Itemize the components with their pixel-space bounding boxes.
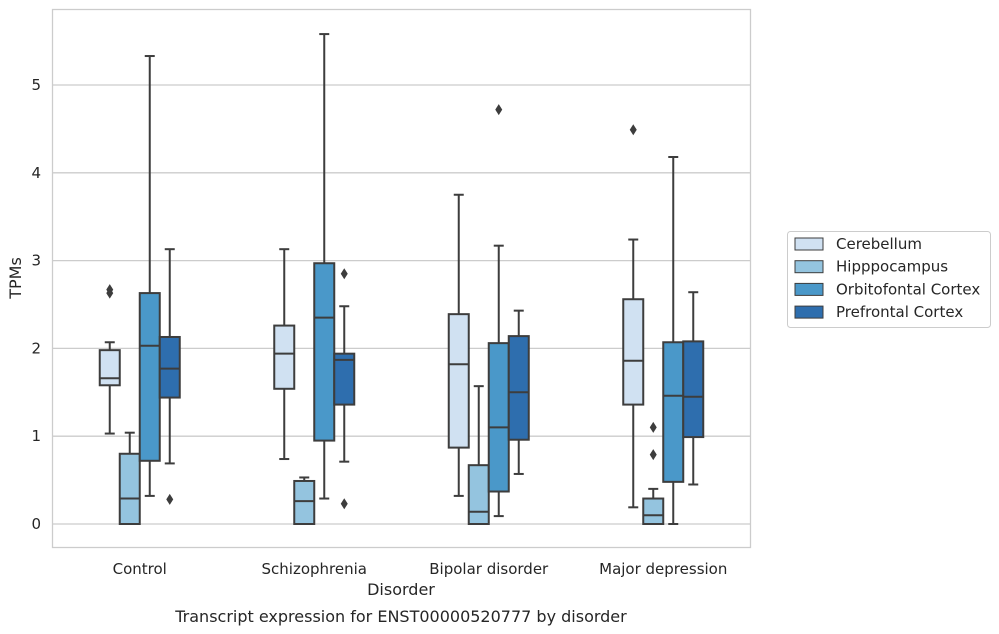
box <box>313 262 336 442</box>
x-tick-label: Major depression <box>599 560 727 578</box>
box <box>447 313 470 449</box>
box <box>98 349 121 387</box>
y-tick-labels: 0 1 2 3 4 5 <box>31 76 41 533</box>
box-group <box>273 248 296 461</box>
box <box>293 479 316 525</box>
legend-label: Orbitofontal Cortex <box>836 280 980 298</box>
outlier-point <box>649 449 657 461</box>
box <box>333 352 356 406</box>
legend-swatch <box>794 260 824 274</box>
box <box>662 341 685 483</box>
box <box>682 340 705 439</box>
y-tick-label: 0 <box>31 515 41 533</box>
box-group <box>158 248 181 505</box>
outlier-point <box>629 124 637 136</box>
plot-frame <box>51 8 752 549</box>
outlier-point <box>340 498 348 510</box>
box <box>622 298 645 406</box>
legend-frame <box>787 231 991 328</box>
x-axis-title: Disorder <box>367 580 435 599</box>
legend-label: Prefrontal Cortex <box>836 303 963 321</box>
y-tick-label: 3 <box>31 252 41 270</box>
box-group <box>642 421 665 525</box>
box-group <box>333 268 356 510</box>
box <box>118 452 141 526</box>
box <box>158 335 181 399</box>
y-tick-label: 1 <box>31 427 41 445</box>
box-group <box>487 104 510 518</box>
legend-label: Cerebellum <box>836 235 922 253</box>
outlier-point <box>495 104 503 116</box>
y-tick-label: 4 <box>31 164 41 182</box>
box-group <box>447 193 470 497</box>
box-group <box>467 385 490 526</box>
x-tick-label: Bipolar disorder <box>429 560 549 578</box>
legend-swatch <box>794 282 824 296</box>
box-group <box>118 431 141 526</box>
box-group <box>313 33 336 500</box>
legend-label: Hipppocampus <box>836 258 948 276</box>
box <box>138 292 161 462</box>
outlier-point <box>166 493 174 505</box>
y-tick-label: 5 <box>31 76 41 94</box>
box-group <box>293 476 316 525</box>
box <box>467 464 490 526</box>
legend-swatch <box>794 237 824 251</box>
box-group <box>507 309 530 475</box>
box-group <box>138 55 161 497</box>
box <box>507 335 530 441</box>
box-group <box>622 124 645 509</box>
box-group <box>662 155 685 525</box>
outlier-point <box>106 284 114 296</box>
legend: Cerebellum Hipppocampus Orbitofontal Corte… <box>787 231 991 328</box>
outlier-point <box>340 268 348 280</box>
plot-area <box>98 33 705 526</box>
outlier-point <box>649 421 657 433</box>
box-group <box>98 284 121 435</box>
box <box>642 497 665 525</box>
x-tick-label: Control <box>113 560 167 578</box>
legend-swatch <box>794 305 824 319</box>
x-tick-label: Schizophrenia <box>262 560 367 578</box>
box <box>487 342 510 493</box>
chart-title: Transcript expression for ENST0000052077… <box>174 607 627 626</box>
y-tick-label: 2 <box>31 339 41 357</box>
box <box>273 324 296 390</box>
box-group <box>682 291 705 486</box>
x-tick-labels: Control Schizophrenia Bipolar disorder Majo… <box>113 560 728 578</box>
y-axis-title: TPMs <box>6 257 25 300</box>
